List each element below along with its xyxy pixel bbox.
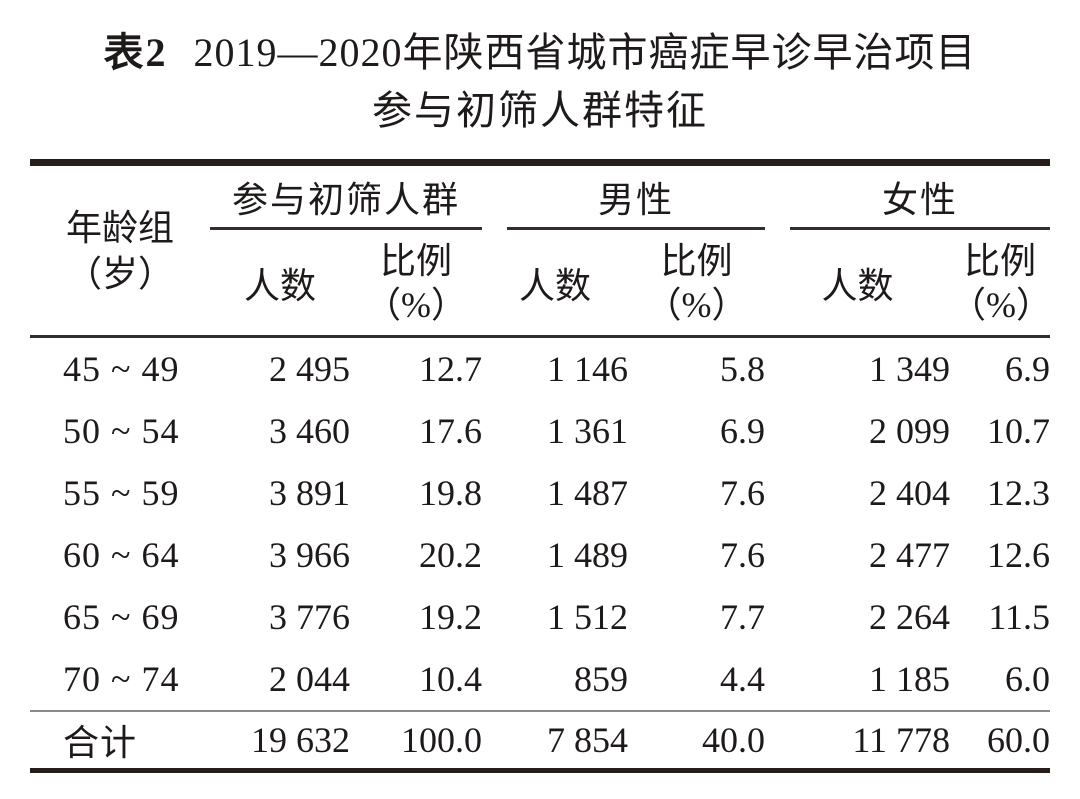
- table-header: 年龄组 （岁） 参与初筛人群 男性 女性 人数 比例 （%）: [30, 162, 1052, 338]
- male-ratio-cell: 7.7: [720, 597, 766, 637]
- female-count-cell: 1 185: [869, 659, 951, 699]
- female-ratio-cell: 11.5: [988, 597, 1051, 637]
- caption-line-2: 参与初筛人群特征: [372, 88, 708, 133]
- female-ratio-cell: 12.3: [987, 473, 1051, 513]
- group-header-row: 年龄组 （岁） 参与初筛人群 男性 女性: [30, 162, 1051, 338]
- sub-header-row: 人数 比例 （%） 人数 比例 （%） 人数 比例 （%）: [30, 230, 1052, 338]
- participants-ratio-cell: 19.8: [419, 473, 483, 513]
- male-count-total: 7 854: [482, 710, 629, 771]
- male-ratio-header: 比例 （%）: [628, 230, 766, 338]
- female-count-total: 11 778: [765, 710, 951, 771]
- male-count-header: 人数: [482, 230, 629, 338]
- data-table: 年龄组 （岁） 参与初筛人群 男性 女性 人数 比例 （%）: [30, 159, 1052, 773]
- age-cell: 70 ~ 74: [63, 659, 180, 699]
- table-number-label: 表2: [103, 30, 168, 75]
- female-ratio-cell: 10.7: [987, 411, 1051, 451]
- female-count-cell: 2 099: [869, 411, 951, 451]
- participants-count-cell: 2 495: [269, 349, 350, 389]
- female-ratio-cell: 6.0: [1005, 659, 1051, 699]
- female-count-cell: 1 349: [869, 349, 951, 389]
- female-count-cell: 2 477: [869, 535, 951, 575]
- participants-ratio-cell: 20.2: [419, 535, 483, 575]
- age-cell: 60 ~ 64: [63, 535, 180, 575]
- table-row: 65 ~ 69 3 776 19.2 1 512 7.7 2 264 11.5: [30, 586, 1050, 648]
- group-header-female: 女性: [765, 163, 1051, 230]
- male-count-cell: 1 487: [547, 473, 629, 513]
- female-count-cell: 2 404: [869, 473, 951, 513]
- male-ratio-total: 40.0: [628, 710, 766, 771]
- table-row: 45 ~ 49 2 495 12.7 1 146 5.8 1 349 6.9: [30, 337, 1050, 401]
- male-ratio-cell: 7.6: [720, 535, 766, 575]
- participants-count-header: 人数: [210, 230, 350, 338]
- participants-count-cell: 3 776: [269, 597, 350, 637]
- participants-count-total: 19 632: [210, 710, 350, 771]
- male-ratio-cell: 6.9: [720, 411, 766, 451]
- male-count-cell: 1 361: [547, 411, 629, 451]
- caption-line-1: 表2 2019—2020年陕西省城市癌症早诊早治项目: [0, 24, 1080, 82]
- female-ratio-cell: 12.6: [987, 535, 1051, 575]
- table-row: 70 ~ 74 2 044 10.4 859 4.4 1 185 6.0: [30, 648, 1050, 711]
- participants-count-cell: 3 460: [269, 411, 350, 451]
- total-label-cell: 合计: [30, 710, 210, 771]
- age-group-header-line1: 年龄组: [65, 207, 174, 248]
- table-caption: 表2 2019—2020年陕西省城市癌症早诊早治项目 参与初筛人群特征: [0, 24, 1080, 140]
- male-ratio-cell: 4.4: [720, 659, 766, 699]
- participants-ratio-cell: 19.2: [419, 597, 483, 637]
- participants-count-cell: 3 966: [269, 535, 350, 575]
- age-cell: 65 ~ 69: [63, 597, 180, 637]
- age-group-header-line2: （岁）: [65, 253, 174, 294]
- female-ratio-total: 60.0: [950, 710, 1051, 771]
- table-row: 55 ~ 59 3 891 19.8 1 487 7.6 2 404 12.3: [30, 462, 1050, 524]
- table-body: 45 ~ 49 2 495 12.7 1 146 5.8 1 349 6.9 5…: [30, 337, 1051, 771]
- age-cell: 50 ~ 54: [63, 411, 180, 451]
- female-count-cell: 2 264: [869, 597, 951, 637]
- participants-ratio-cell: 12.7: [419, 349, 483, 389]
- participants-count-cell: 3 891: [269, 473, 350, 513]
- participants-ratio-cell: 10.4: [419, 659, 483, 699]
- group-header-male: 男性: [482, 163, 766, 230]
- age-cell: 45 ~ 49: [63, 349, 180, 389]
- caption-text: 2019—2020年陕西省城市癌症早诊早治项目: [193, 30, 977, 75]
- age-group-header: 年龄组 （岁）: [30, 162, 210, 338]
- participants-ratio-header: 比例 （%）: [350, 230, 483, 338]
- total-row: 合计 19 632 100.0 7 854 40.0 11 778 60.0: [30, 710, 1051, 771]
- male-count-cell: 1 489: [547, 535, 629, 575]
- participants-count-cell: 2 044: [269, 659, 350, 699]
- female-ratio-header: 比例 （%）: [950, 230, 1052, 338]
- male-count-cell: 859: [574, 659, 629, 699]
- female-ratio-cell: 6.9: [1005, 349, 1051, 389]
- male-ratio-cell: 7.6: [720, 473, 766, 513]
- male-ratio-cell: 5.8: [720, 349, 766, 389]
- group-header-participants: 参与初筛人群: [210, 163, 483, 230]
- age-cell: 55 ~ 59: [63, 473, 180, 513]
- table-row: 50 ~ 54 3 460 17.6 1 361 6.9 2 099 10.7: [30, 400, 1050, 462]
- female-count-header: 人数: [765, 230, 951, 338]
- participants-ratio-total: 100.0: [350, 710, 483, 771]
- male-count-cell: 1 146: [547, 349, 629, 389]
- participants-ratio-cell: 17.6: [419, 411, 483, 451]
- table-row: 60 ~ 64 3 966 20.2 1 489 7.6 2 477 12.6: [30, 524, 1050, 586]
- male-count-cell: 1 512: [547, 597, 629, 637]
